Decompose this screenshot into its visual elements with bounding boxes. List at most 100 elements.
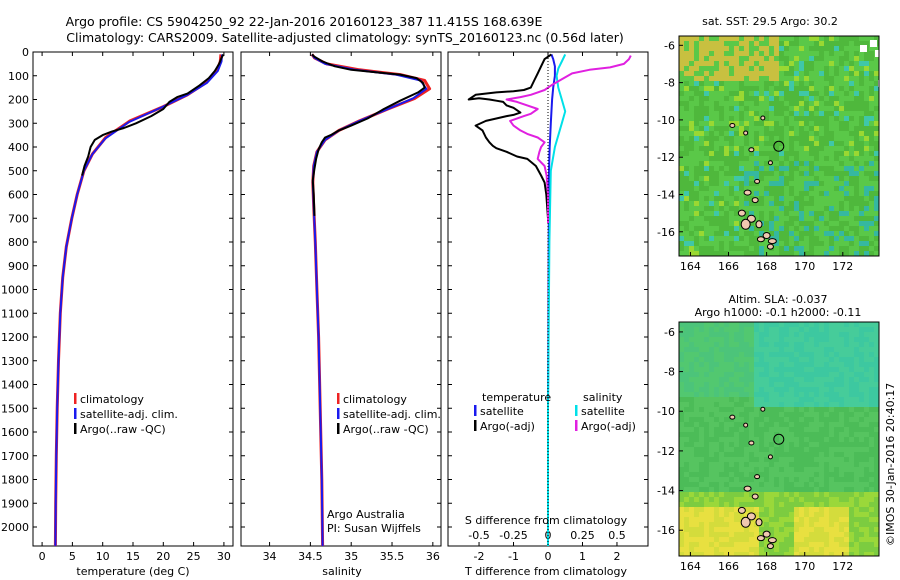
sst-map-cell <box>834 216 840 222</box>
sla-map-cell <box>814 547 820 553</box>
sst-map-cell <box>799 211 805 217</box>
sst-map-cell <box>869 156 875 162</box>
sla-map-cell <box>834 392 840 398</box>
sla-map-cell <box>714 507 720 513</box>
sla-map-cell <box>829 477 835 483</box>
sla-map-cell <box>774 377 780 383</box>
sla-map-cell <box>759 552 765 556</box>
sla-map-cell <box>719 352 725 358</box>
depth-tick-label: 400 <box>8 141 29 154</box>
sst-map-cell <box>864 66 870 72</box>
sst-map-cell <box>719 91 725 97</box>
sst-map-cell <box>704 131 710 137</box>
sla-map-cell <box>749 432 755 438</box>
sla-map-cell <box>704 472 710 478</box>
sst-map-cell <box>684 236 690 242</box>
sla-map-cell <box>824 527 830 533</box>
sla-map-cell <box>839 452 845 458</box>
sst-map-cell <box>679 191 685 197</box>
sst-map-cell <box>774 186 780 192</box>
sla-map-cell <box>824 442 830 448</box>
sla-map-cell <box>709 487 715 493</box>
sst-map-cell <box>684 141 690 147</box>
sst-map-cell <box>734 246 740 252</box>
sla-map-cell <box>774 352 780 358</box>
sst-map-cell <box>749 166 755 172</box>
sla-map-cell <box>869 357 875 363</box>
sla-map-cell <box>854 422 860 428</box>
sla-map-cell <box>874 442 879 448</box>
sst-map-cell <box>719 246 725 252</box>
sla-map-cell <box>759 442 765 448</box>
sla-map-cell <box>749 477 755 483</box>
sst-map-cell <box>824 226 830 232</box>
sst-map-cell <box>734 156 740 162</box>
sla-map-cell <box>714 412 720 418</box>
sst-map-cell <box>839 96 845 102</box>
sla-map-cell <box>854 357 860 363</box>
sst-map-cell <box>764 161 770 167</box>
sla-map-cell <box>694 537 700 543</box>
sst-map-cell <box>699 201 705 207</box>
sst-map-cell <box>704 86 710 92</box>
sla-map-cell <box>824 452 830 458</box>
sst-map-cell <box>839 46 845 52</box>
sst-map-cell <box>849 61 855 67</box>
sla-map-cell <box>864 422 870 428</box>
sla-map-cell <box>799 417 805 423</box>
sla-map-cell <box>779 322 785 328</box>
sst-map-cell <box>684 246 690 252</box>
sla-map-cell <box>839 387 845 393</box>
sla-map-cell <box>719 397 725 403</box>
sst-map-cell <box>794 81 800 87</box>
sst-map-cell <box>744 81 750 87</box>
sla-map-cell <box>759 487 765 493</box>
sla-map-cell <box>729 552 735 556</box>
sst-map-cell <box>834 141 840 147</box>
sla-map-cell <box>834 377 840 383</box>
sst-map-cell <box>829 196 835 202</box>
sla-map-cell <box>729 527 735 533</box>
sla-map-cell <box>814 542 820 548</box>
sst-map-cell <box>684 146 690 152</box>
sla-map-cell <box>699 487 705 493</box>
sla-map-cell <box>834 517 840 523</box>
sst-map-cell <box>724 226 730 232</box>
sla-map-cell <box>869 467 875 473</box>
sla-map-cell <box>739 502 745 508</box>
sla-map-cell <box>774 427 780 433</box>
sst-map-cell <box>854 41 860 47</box>
sla-map-cell <box>754 347 760 353</box>
sla-island <box>766 543 774 550</box>
sst-map-cell <box>709 91 715 97</box>
sst-map-cell <box>764 196 770 202</box>
sst-map-cell <box>779 226 785 232</box>
sla-map-cell <box>759 492 765 498</box>
sla-map-cell <box>759 502 765 508</box>
sst-map-cell <box>759 96 765 102</box>
sst-map-cell <box>689 121 695 127</box>
sla-map-cell <box>684 427 690 433</box>
sst-map-cell <box>779 111 785 117</box>
sst-map-cell <box>829 156 835 162</box>
sst-map-cell <box>774 141 780 147</box>
sst-map-cell <box>809 251 815 256</box>
sst-map-cell <box>764 36 770 42</box>
sla-map-cell <box>874 477 879 483</box>
sst-map-cell <box>789 251 795 256</box>
sst-map-cell <box>814 171 820 177</box>
sla-map-cell <box>839 327 845 333</box>
sla-map-cell <box>784 372 790 378</box>
sla-map-cell <box>859 482 865 488</box>
sst-map-cell <box>754 121 760 127</box>
sla-map-cell <box>699 537 705 543</box>
sla-map-cell <box>849 332 855 338</box>
sst-map-cell <box>834 181 840 187</box>
sst-map-cell <box>779 246 785 252</box>
sst-map-cell <box>869 116 875 122</box>
sst-map-cell <box>769 51 775 57</box>
sla-map-cell <box>719 412 725 418</box>
sla-map-cell <box>754 512 760 518</box>
sst-map-cell <box>854 46 860 52</box>
sla-map-cell <box>794 542 800 548</box>
